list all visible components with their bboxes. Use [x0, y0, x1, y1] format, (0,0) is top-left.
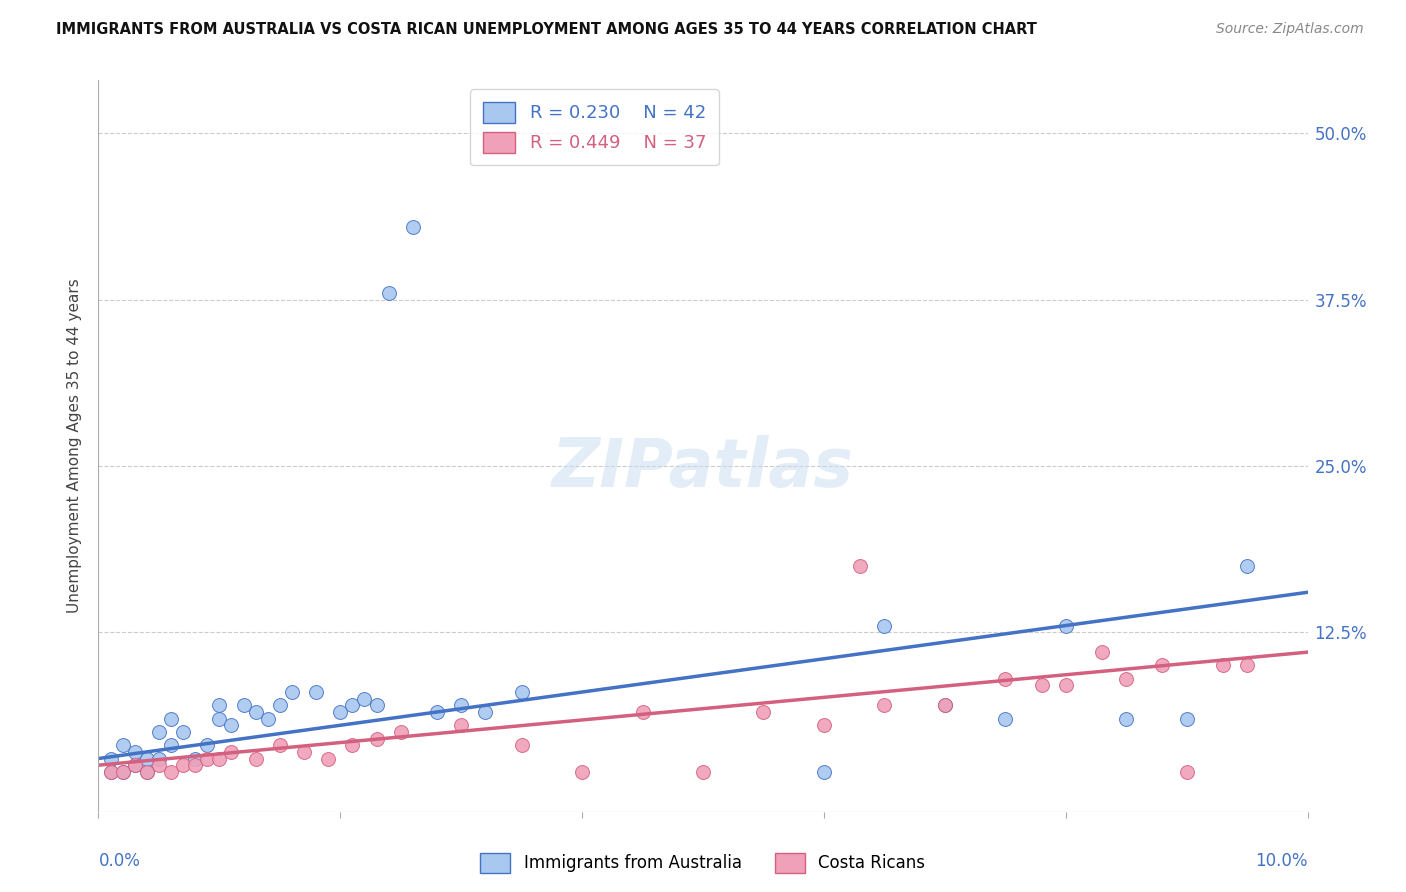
Text: 0.0%: 0.0% [98, 852, 141, 870]
Point [148, 758, 170, 772]
Point [813, 718, 835, 732]
Point [269, 738, 291, 752]
Text: Source: ZipAtlas.com: Source: ZipAtlas.com [1216, 22, 1364, 37]
Point [305, 685, 328, 699]
Point [256, 712, 278, 726]
Point [934, 698, 956, 713]
Point [135, 751, 157, 765]
Point [160, 764, 183, 779]
Point [402, 219, 425, 234]
Point [111, 764, 134, 779]
Point [1115, 672, 1137, 686]
Point [450, 718, 472, 732]
Point [232, 698, 254, 713]
Point [342, 698, 364, 713]
Point [752, 705, 775, 719]
Point [1054, 618, 1077, 632]
Point [426, 705, 449, 719]
Text: 10.0%: 10.0% [1256, 852, 1308, 870]
Point [208, 698, 231, 713]
Point [172, 758, 194, 772]
Point [510, 738, 533, 752]
Point [195, 751, 218, 765]
Point [353, 691, 375, 706]
Point [208, 712, 231, 726]
Point [184, 751, 207, 765]
Point [1236, 558, 1258, 573]
Point [1212, 658, 1234, 673]
Point [389, 725, 412, 739]
Point [172, 725, 194, 739]
Point [135, 764, 157, 779]
Point [245, 751, 267, 765]
Point [100, 764, 122, 779]
Point [1091, 645, 1114, 659]
Point [148, 725, 170, 739]
Point [342, 738, 364, 752]
Point [208, 751, 231, 765]
Point [873, 698, 896, 713]
Point [1031, 678, 1053, 692]
Point [510, 685, 533, 699]
Point [1152, 658, 1174, 673]
Point [135, 764, 157, 779]
Point [1054, 678, 1077, 692]
Point [269, 698, 291, 713]
Point [692, 764, 714, 779]
Point [221, 718, 243, 732]
Point [571, 764, 593, 779]
Point [111, 738, 134, 752]
Point [631, 705, 654, 719]
Point [124, 758, 146, 772]
Point [281, 685, 304, 699]
Point [934, 698, 956, 713]
Point [124, 758, 146, 772]
Point [160, 712, 183, 726]
Point [450, 698, 472, 713]
Point [1175, 764, 1198, 779]
Point [366, 731, 388, 746]
Point [1175, 712, 1198, 726]
Point [316, 751, 339, 765]
Point [474, 705, 496, 719]
Legend: R = 0.230    N = 42, R = 0.449    N = 37: R = 0.230 N = 42, R = 0.449 N = 37 [470, 89, 718, 165]
Legend: Immigrants from Australia, Costa Ricans: Immigrants from Australia, Costa Ricans [474, 847, 932, 880]
Point [994, 712, 1017, 726]
Point [994, 672, 1017, 686]
Point [813, 764, 835, 779]
Point [329, 705, 352, 719]
Point [124, 745, 146, 759]
Point [1236, 658, 1258, 673]
Point [111, 764, 134, 779]
Point [160, 738, 183, 752]
Point [100, 751, 122, 765]
Point [221, 745, 243, 759]
Point [148, 751, 170, 765]
Point [100, 764, 122, 779]
Point [849, 558, 872, 573]
Point [366, 698, 388, 713]
Point [1115, 712, 1137, 726]
Text: ZIPatlas: ZIPatlas [553, 435, 853, 501]
Point [245, 705, 267, 719]
Point [377, 286, 399, 301]
Point [292, 745, 315, 759]
Point [195, 738, 218, 752]
Text: IMMIGRANTS FROM AUSTRALIA VS COSTA RICAN UNEMPLOYMENT AMONG AGES 35 TO 44 YEARS : IMMIGRANTS FROM AUSTRALIA VS COSTA RICAN… [56, 22, 1038, 37]
Point [873, 618, 896, 632]
Point [184, 758, 207, 772]
Y-axis label: Unemployment Among Ages 35 to 44 years: Unemployment Among Ages 35 to 44 years [67, 278, 83, 614]
